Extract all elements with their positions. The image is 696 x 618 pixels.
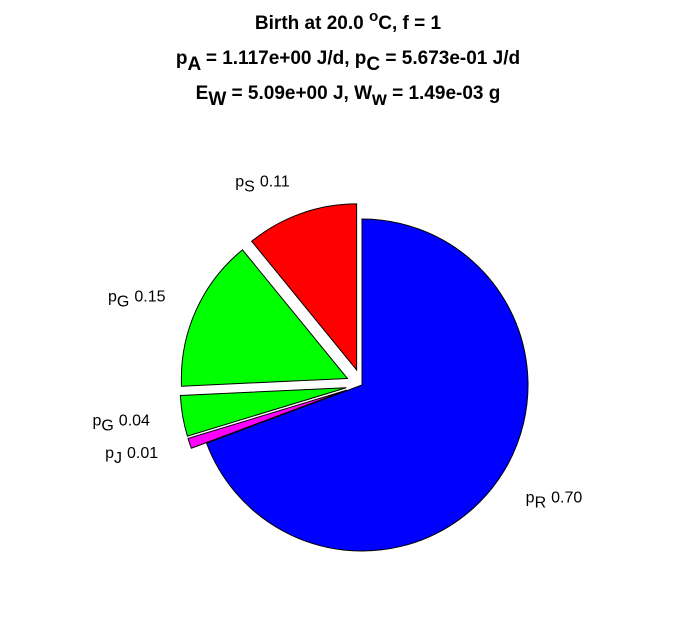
chart-title: pA = 1.117e+00 J/d, pC = 5.673e-01 J/d (176, 48, 520, 75)
pie-slice (187, 389, 348, 449)
text-segment: Birth at 20.0 (255, 13, 369, 34)
subscript: A (188, 54, 202, 75)
text-segment: = 5.09e+00 J, W (226, 83, 372, 104)
subscript: G (101, 418, 113, 435)
text-segment: = 1.49e-03 g (387, 83, 501, 104)
text-segment: E (196, 83, 209, 104)
text-segment: p (176, 48, 188, 69)
chart-title: EW = 5.09e+00 J, Ww = 1.49e-03 g (196, 83, 501, 110)
text-segment: = 1.117e+00 J/d, p (201, 48, 367, 69)
slice-label: pG 0.04 (92, 413, 150, 435)
slice-label: pR 0.70 (526, 490, 583, 512)
superscript: o (369, 8, 378, 25)
pie-slice (179, 387, 347, 437)
value-label: 0.15 (134, 288, 165, 305)
subscript: G (117, 293, 129, 310)
text-segment: p (235, 173, 244, 190)
slice-label: pG 0.15 (108, 288, 166, 310)
value-label: 0.04 (119, 413, 150, 430)
text-segment: p (105, 445, 114, 462)
subscript: C (366, 54, 380, 75)
text-segment: p (92, 413, 101, 430)
slice-label: pS 0.11 (235, 173, 290, 195)
pie-slice (205, 218, 529, 552)
subscript: S (244, 178, 255, 195)
text-segment: C, f = 1 (378, 13, 441, 34)
value-label: 0.70 (551, 490, 582, 507)
subscript: W (208, 89, 226, 110)
subscript: J (114, 450, 122, 467)
pie-slice (180, 249, 349, 387)
chart-title: Birth at 20.0 oC, f = 1 (255, 8, 442, 34)
subscript: w (371, 89, 387, 110)
text-segment: p (526, 490, 535, 507)
value-label: 0.01 (127, 445, 158, 462)
subscript: R (535, 495, 547, 512)
pie-slice (250, 203, 358, 372)
slice-label: pJ 0.01 (105, 445, 158, 467)
text-segment: = 5.673e-01 J/d (380, 48, 520, 69)
value-label: 0.11 (260, 173, 290, 190)
text-segment: p (108, 288, 117, 305)
